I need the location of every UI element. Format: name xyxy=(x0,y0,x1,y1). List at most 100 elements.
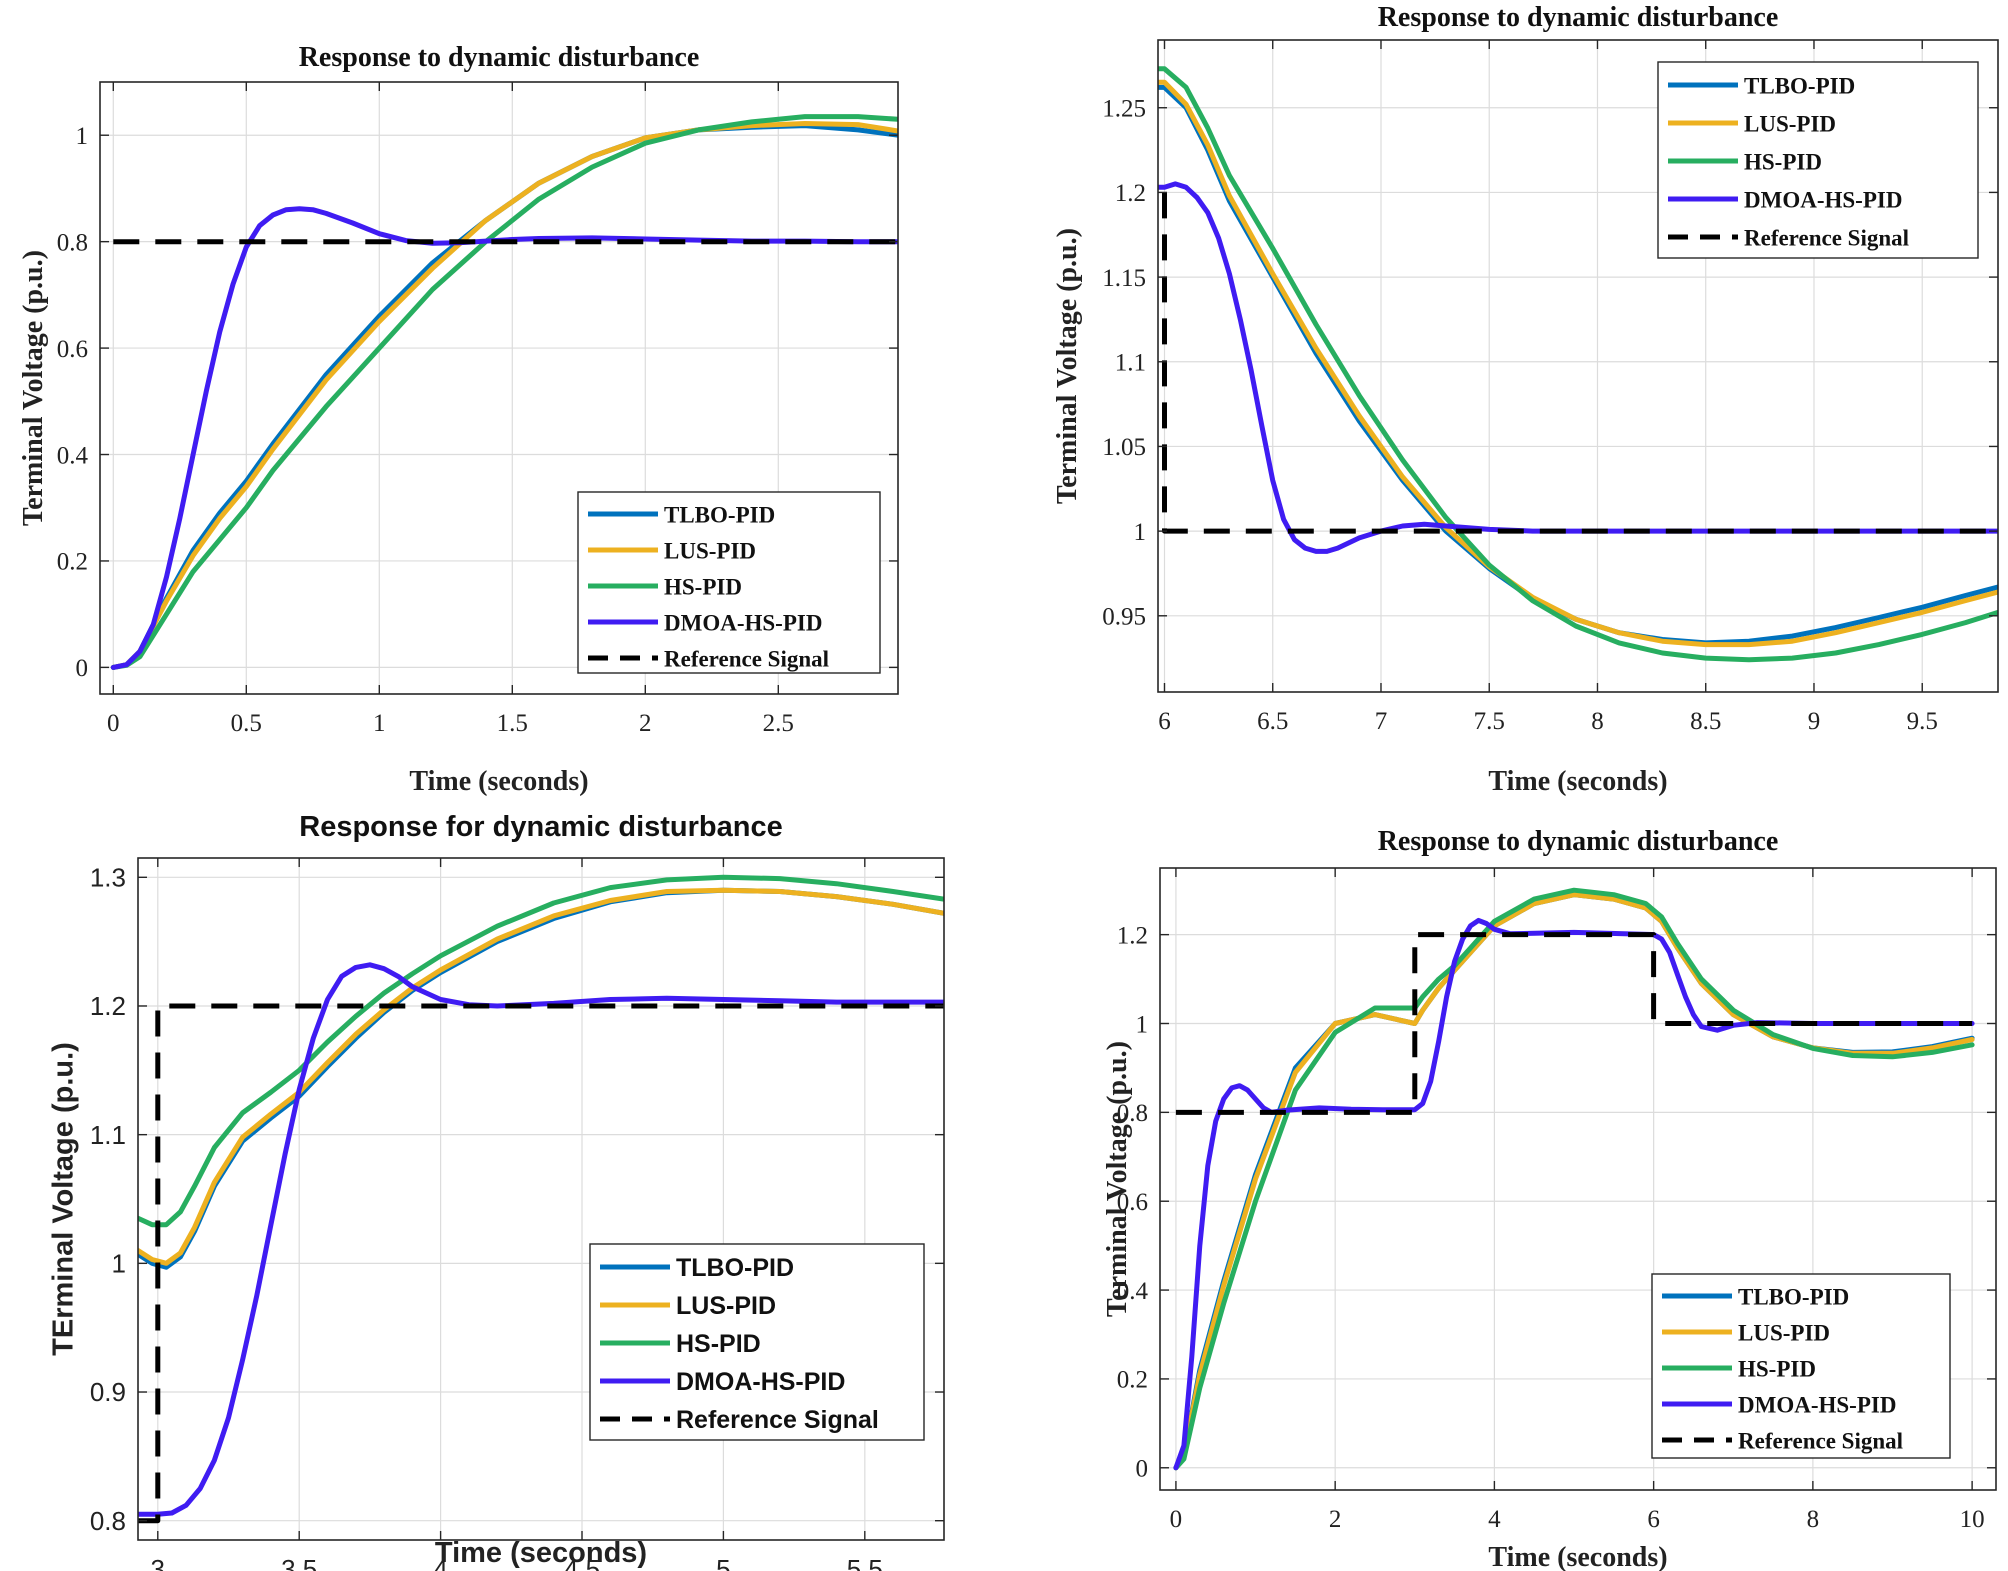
legend-label: HS-PID xyxy=(1744,149,1822,174)
axes-box xyxy=(1159,867,1997,1491)
legend-label: Reference Signal xyxy=(1744,225,1909,250)
x-tick-label: 5 xyxy=(716,1554,730,1571)
ticks xyxy=(1158,40,1998,692)
legend-label: DMOA-HS-PID xyxy=(1744,187,1902,212)
legend-label: Reference Signal xyxy=(1738,1428,1903,1453)
ticks xyxy=(100,82,898,694)
x-tick-label: 6.5 xyxy=(1257,708,1288,735)
x-tick-label: 0 xyxy=(1170,1506,1183,1533)
x-axis-label: Time (seconds) xyxy=(1488,766,1667,797)
y-axis-label: TErminal Voltage (p.u.) xyxy=(48,1042,80,1356)
chart-title: Response to dynamic disturbance xyxy=(1378,2,1779,33)
x-tick-label: 7 xyxy=(1375,708,1388,735)
series-line-lus-pid xyxy=(138,887,944,1266)
series-line-dmoa-hs-pid xyxy=(1173,917,1975,1471)
x-tick-label: 1.5 xyxy=(497,710,528,737)
legend-label: DMOA-HS-PID xyxy=(1738,1392,1896,1417)
legend-label: Reference Signal xyxy=(676,1406,879,1434)
x-tick-label: 2.5 xyxy=(763,710,794,737)
axes-box xyxy=(1157,39,1999,693)
y-tick-label: 1.05 xyxy=(1102,434,1146,461)
y-axis-label: Terminal Voltage (p.u.) xyxy=(1102,1041,1133,1317)
series-line-dmoa-hs-pid xyxy=(110,206,898,670)
legend-label: TLBO-PID xyxy=(1738,1284,1849,1309)
x-tick-label: 2 xyxy=(639,710,652,737)
legend-label: HS-PID xyxy=(1738,1356,1816,1381)
series-line-hs-pid xyxy=(1173,887,1975,1471)
x-tick-label: 5.5 xyxy=(847,1554,883,1571)
legend-label: LUS-PID xyxy=(676,1292,776,1320)
x-axis-label: Time (seconds) xyxy=(1488,1542,1667,1571)
legend: TLBO-PID LUS-PID HS-PID DMOA-HS-PID Referenc… xyxy=(589,1243,925,1441)
legend-label: TLBO-PID xyxy=(1744,73,1855,98)
y-tick-label: 0.8 xyxy=(90,1506,126,1536)
series-line-hs-pid xyxy=(110,114,898,670)
y-tick-label: 1.2 xyxy=(1117,922,1148,949)
x-tick-label: 4 xyxy=(1488,1506,1501,1533)
y-tick-label: 1 xyxy=(1134,519,1147,546)
chart-panel: 6 6.5 7 7.5 8 8.5 9 9.5 0.95 1 1.05 1.1 1.15 1.2 1.25 R… xyxy=(1052,2,1999,797)
x-tick-label: 7.5 xyxy=(1474,708,1505,735)
series-line-lus-pid xyxy=(110,121,898,670)
y-tick-label: 0.95 xyxy=(1102,604,1146,631)
series-line-lus-pid xyxy=(1158,79,1998,648)
legend: TLBO-PID LUS-PID HS-PID DMOA-HS-PID Referenc… xyxy=(1651,1273,1951,1459)
legend-label: HS-PID xyxy=(664,574,742,599)
y-tick-label: 1.1 xyxy=(90,1120,126,1150)
y-tick-label: 0.8 xyxy=(1117,1100,1148,1127)
y-tick-label: 0.2 xyxy=(1117,1367,1148,1394)
axes-box xyxy=(99,81,899,695)
x-tick-label: 10 xyxy=(1960,1506,1985,1533)
chart-title: Response to dynamic disturbance xyxy=(1378,826,1779,857)
x-tick-label: 9 xyxy=(1808,708,1821,735)
y-tick-label: 0 xyxy=(1136,1456,1149,1483)
y-tick-label: 1 xyxy=(1136,1011,1149,1038)
y-tick-label: 0.8 xyxy=(57,229,88,256)
series-group xyxy=(110,114,898,670)
y-tick-label: 1.1 xyxy=(1115,350,1146,377)
legend-box xyxy=(577,491,881,674)
y-tick-label: 1.2 xyxy=(90,991,126,1021)
y-tick-label: 1.25 xyxy=(1102,95,1146,122)
y-tick-label: 0.6 xyxy=(1117,1189,1148,1216)
x-axis-label: Time (seconds) xyxy=(409,766,588,797)
chart-title: Response to dynamic disturbance xyxy=(299,42,700,73)
legend-label: LUS-PID xyxy=(1738,1320,1830,1345)
y-tick-label: 0.6 xyxy=(57,336,88,363)
x-tick-label: 2 xyxy=(1329,1506,1342,1533)
x-tick-label: 8 xyxy=(1807,1506,1820,1533)
x-axis-label: Time (seconds) xyxy=(435,1537,647,1569)
x-tick-label: 3 xyxy=(151,1554,165,1571)
y-axis-label: Terminal Voltage (p.u.) xyxy=(18,250,49,526)
ticks xyxy=(138,858,944,1540)
x-tick-label: 8 xyxy=(1591,708,1604,735)
legend: TLBO-PID LUS-PID HS-PID DMOA-HS-PID Referenc… xyxy=(577,491,881,674)
x-tick-label: 6 xyxy=(1158,708,1171,735)
y-tick-label: 1.15 xyxy=(1102,265,1146,292)
x-tick-label: 4.5 xyxy=(564,1554,600,1571)
x-tick-label: 9.5 xyxy=(1907,708,1938,735)
y-tick-label: 1 xyxy=(76,123,89,150)
x-tick-label: 0.5 xyxy=(231,710,262,737)
series-line-hs-pid xyxy=(1158,66,1998,663)
legend-label: DMOA-HS-PID xyxy=(676,1368,845,1396)
series-line-hs-pid xyxy=(138,874,944,1228)
series-line-dmoa-hs-pid xyxy=(138,962,944,1517)
axes-box xyxy=(137,857,945,1541)
y-tick-label: 0.9 xyxy=(90,1377,126,1407)
y-axis-label: Terminal Voltage (p.u.) xyxy=(1052,228,1083,504)
chart-panel: 0 2 4 6 8 10 0 0.2 0.4 0.6 0.8 1 1.2 Response to dyna… xyxy=(1102,826,1997,1571)
series-group xyxy=(1173,887,1975,1471)
legend-label: DMOA-HS-PID xyxy=(664,610,822,635)
x-tick-label: 1 xyxy=(373,710,386,737)
legend-label: LUS-PID xyxy=(664,538,756,563)
ticks xyxy=(1160,868,1996,1490)
x-tick-label: 3.5 xyxy=(281,1554,317,1571)
chart-title: Response for dynamic disturbance xyxy=(299,811,782,843)
y-tick-label: 1 xyxy=(112,1248,126,1278)
y-tick-label: 0.4 xyxy=(57,442,89,469)
x-tick-label: 0 xyxy=(107,710,120,737)
y-tick-label: 1.3 xyxy=(90,862,126,892)
legend-label: TLBO-PID xyxy=(676,1254,794,1282)
